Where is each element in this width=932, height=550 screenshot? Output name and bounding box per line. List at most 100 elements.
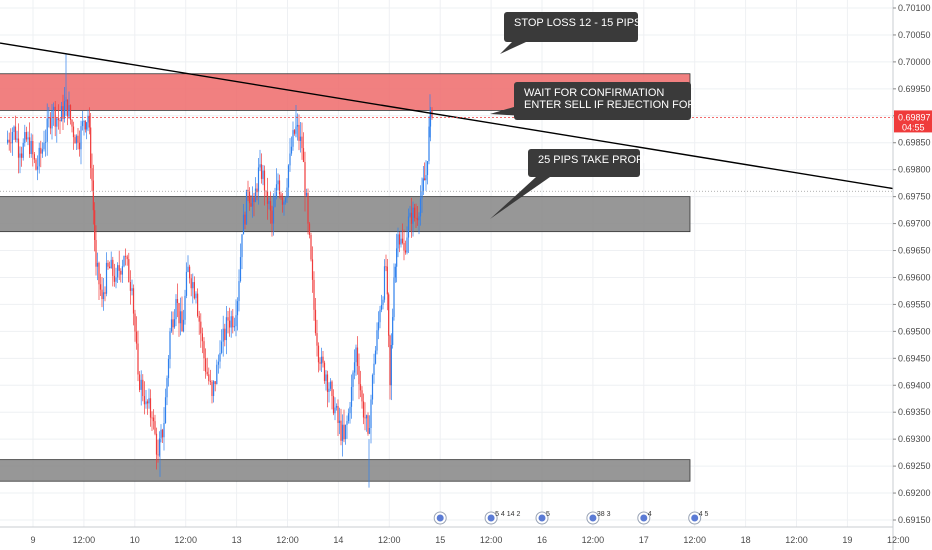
candle-body <box>51 110 53 129</box>
candle-body <box>394 266 396 278</box>
candle <box>398 231 401 253</box>
candle <box>371 373 374 405</box>
candle <box>25 126 27 142</box>
entry-callout-box[interactable] <box>514 82 691 120</box>
candle <box>92 164 94 225</box>
candle <box>277 173 279 191</box>
candle-body <box>347 413 350 422</box>
candle-body <box>271 210 273 224</box>
candle-body <box>392 317 394 345</box>
candle <box>331 380 333 410</box>
candle-body <box>135 331 138 344</box>
price-tick-label: 0.69150 <box>898 515 931 525</box>
candle-body <box>317 345 320 363</box>
candle <box>185 262 188 299</box>
candle <box>377 311 380 340</box>
economic-event-marker[interactable]: 4 <box>637 511 652 525</box>
candle <box>69 104 72 125</box>
candle <box>10 128 12 153</box>
candlestick-series <box>7 53 433 488</box>
candle <box>415 203 417 229</box>
candle-body <box>80 126 82 150</box>
candle <box>126 254 128 266</box>
candle-body <box>99 284 102 290</box>
current-price-tag[interactable] <box>894 110 932 133</box>
candle <box>35 158 37 171</box>
candle-body <box>217 361 219 365</box>
economic-event-marker[interactable]: 5 4 14 2 <box>484 511 521 525</box>
candle <box>229 307 231 337</box>
candle <box>200 313 202 348</box>
candle-body <box>388 294 390 336</box>
stop-loss-callout-box[interactable] <box>504 12 638 42</box>
candle <box>275 168 278 200</box>
economic-event-marker[interactable]: 38 3 <box>586 511 611 525</box>
candle-body <box>198 315 200 322</box>
time-tick-label: 10 <box>130 535 140 545</box>
candle-body <box>239 257 242 282</box>
candle <box>109 261 111 269</box>
candle <box>268 197 270 210</box>
price-tick-label: 0.69850 <box>898 138 931 148</box>
entry-callout-text: ENTER SELL IF REJECTION FORMS <box>524 99 712 111</box>
current-price-label: 0.69897 <box>898 112 931 122</box>
candle-body <box>40 147 42 154</box>
candle <box>53 102 55 126</box>
candle <box>365 414 368 432</box>
trendline[interactable] <box>0 42 894 190</box>
candle-body <box>406 237 408 253</box>
candle <box>173 309 176 329</box>
candle <box>135 316 138 350</box>
candle-body <box>125 255 127 257</box>
take-profit-callout[interactable]: 25 PIPS TAKE PROFIT <box>490 149 653 219</box>
chart-callouts[interactable]: STOP LOSS 12 - 15 PIPS WAIT FOR CONFIRMAT… <box>490 12 712 219</box>
candle-body <box>350 386 353 407</box>
candle <box>60 101 63 122</box>
zone-support[interactable] <box>0 459 691 482</box>
candle <box>382 296 384 310</box>
candle-body <box>46 118 48 142</box>
candle-body <box>236 301 239 316</box>
candle-body <box>380 304 383 310</box>
flag-icon-inner <box>436 514 444 522</box>
candle <box>419 185 422 226</box>
candle-body <box>62 106 64 119</box>
candle <box>413 203 416 222</box>
time-axis[interactable]: 9 12:00 10 12:00 13 12:00 14 12:00 15 12:00 16 12:0… <box>0 511 910 545</box>
candle <box>211 380 213 404</box>
price-axis[interactable]: 0.701000.700500.700000.699500.699000.698… <box>892 0 932 550</box>
candle <box>299 121 302 153</box>
chart-lines[interactable] <box>0 42 894 192</box>
candle-body <box>213 381 215 397</box>
candle <box>224 323 226 347</box>
stop-loss-callout[interactable]: STOP LOSS 12 - 15 PIPS <box>500 12 641 54</box>
economic-event-marker[interactable]: 5 <box>535 511 550 525</box>
candle <box>426 161 429 185</box>
candle <box>230 310 232 338</box>
candle-body <box>361 390 363 402</box>
time-tick-label: 9 <box>30 535 35 545</box>
candle <box>349 402 351 424</box>
candle-body <box>203 341 205 359</box>
candle-body <box>90 127 92 169</box>
take-profit-callout-box[interactable] <box>528 149 640 177</box>
candle-body <box>178 302 180 324</box>
candle-body <box>313 279 315 310</box>
zone-take-profit[interactable] <box>0 196 691 233</box>
countdown-label: 04:55 <box>902 122 925 132</box>
candle-body <box>112 259 114 276</box>
candle-body <box>235 315 237 327</box>
candle <box>145 389 147 409</box>
candle <box>311 246 314 293</box>
price-tick-label: 0.69300 <box>898 434 931 444</box>
economic-event-marker[interactable] <box>433 511 447 525</box>
candle <box>21 146 23 167</box>
candle <box>149 389 152 427</box>
candle-body <box>401 238 404 244</box>
economic-event-marker[interactable]: 4 5 <box>688 511 709 525</box>
candle-body <box>33 154 35 160</box>
candle-body <box>398 234 401 245</box>
candle-body <box>410 212 413 224</box>
